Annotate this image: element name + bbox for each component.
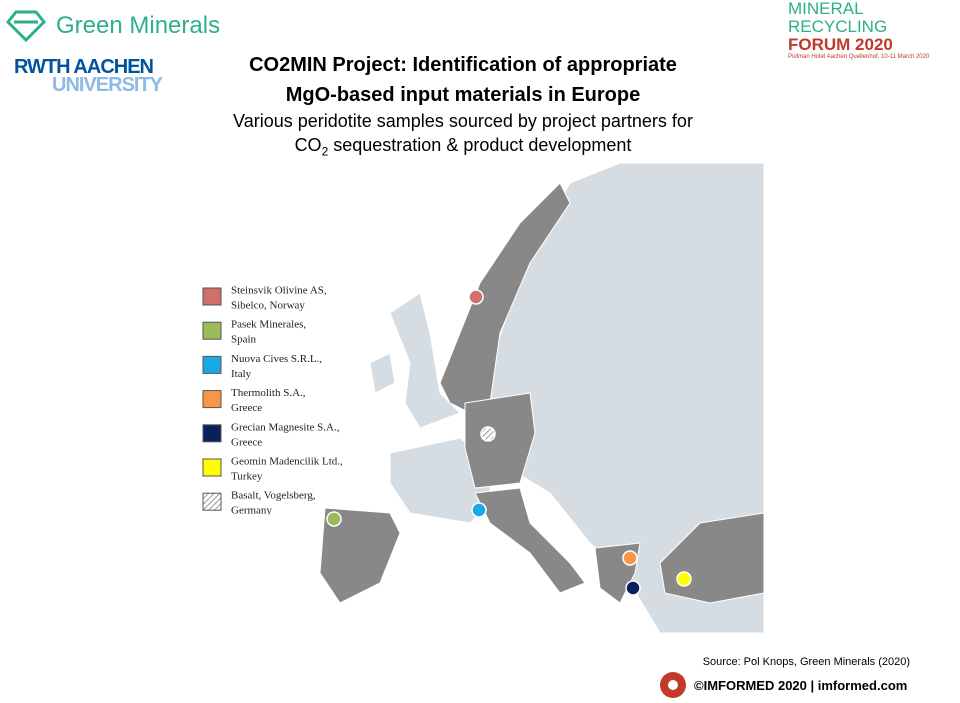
- site-marker: [326, 511, 342, 527]
- site-marker: [625, 580, 641, 596]
- legend-label: Steinsvik Olivine AS,: [231, 285, 327, 297]
- legend-swatch: [202, 492, 222, 511]
- title-line: MgO-based input materials in Europe: [285, 84, 641, 106]
- legend-swatch: [202, 287, 222, 306]
- imformed-icon: [660, 672, 686, 698]
- site-marker: [480, 426, 496, 442]
- legend: Steinsvik Olivine AS, Sibelco, Norway Pase…: [202, 285, 343, 515]
- legend-swatch: [202, 424, 222, 443]
- land: [369, 163, 764, 633]
- legend-label: Grecian Magnesite S.A.,: [231, 421, 340, 433]
- legend-swatch: [202, 458, 222, 477]
- logo-text: Green Minerals: [56, 12, 221, 39]
- footer: ©IMFORMED 2020 | imformed.com: [694, 678, 908, 693]
- legend-swatch: [202, 390, 222, 409]
- logo-icon: [5, 10, 47, 43]
- forum-venue: Pullman Hotel Aachen Quellenhof, 10-11 M…: [788, 54, 930, 60]
- legend-label: Sibelco, Norway: [231, 300, 305, 312]
- legend-label: Spain: [231, 334, 257, 346]
- subtitle-line: CO2 sequestration & product development: [160, 135, 766, 159]
- legend-label: Greece: [231, 402, 262, 414]
- forum-logo: MINERAL RECYCLING FORUM 2020 Pullman Hot…: [788, 0, 960, 60]
- rwth-line: RWTH AACHEN: [14, 56, 154, 78]
- subtitle-line: Various peridotite samples sourced by pr…: [233, 111, 693, 131]
- title-line: CO2MIN Project: Identification of approp…: [249, 54, 677, 76]
- legend-label: Italy: [231, 368, 252, 380]
- forum-line: MINERAL RECYCLING: [788, 0, 888, 36]
- forum-line: FORUM 2020: [788, 35, 893, 54]
- site-marker: [676, 571, 692, 587]
- site-marker: [622, 550, 638, 566]
- legend-label: Germany: [231, 505, 272, 515]
- legend-label: Thermolith S.A.,: [231, 387, 306, 399]
- legend-swatch: [202, 321, 222, 340]
- subtitle-part: sequestration & product development: [328, 135, 632, 155]
- site-marker: [468, 289, 484, 305]
- site-marker: [471, 502, 487, 518]
- rwth-logo: RWTH AACHEN UNIVERSITY: [14, 56, 163, 96]
- legend-label: Basalt, Vogelsberg,: [231, 490, 316, 502]
- legend-label: Greece: [231, 436, 262, 448]
- rwth-line: UNIVERSITY: [52, 74, 163, 96]
- legend-label: Turkey: [231, 471, 263, 483]
- legend-label: Pasek Minerales,: [231, 319, 306, 331]
- legend-swatch: [202, 355, 222, 374]
- subtitle-part: CO: [294, 135, 322, 155]
- legend-label: Nuova Cives S.R.L.,: [231, 353, 322, 365]
- map: [190, 163, 764, 633]
- green-minerals-logo: Green Minerals: [4, 8, 244, 49]
- source: Source: Pol Knops, Green Minerals (2020): [702, 656, 910, 668]
- subtitle-sub: 2: [321, 144, 329, 159]
- legend-label: Geomin Madencilik Ltd.,: [231, 456, 343, 468]
